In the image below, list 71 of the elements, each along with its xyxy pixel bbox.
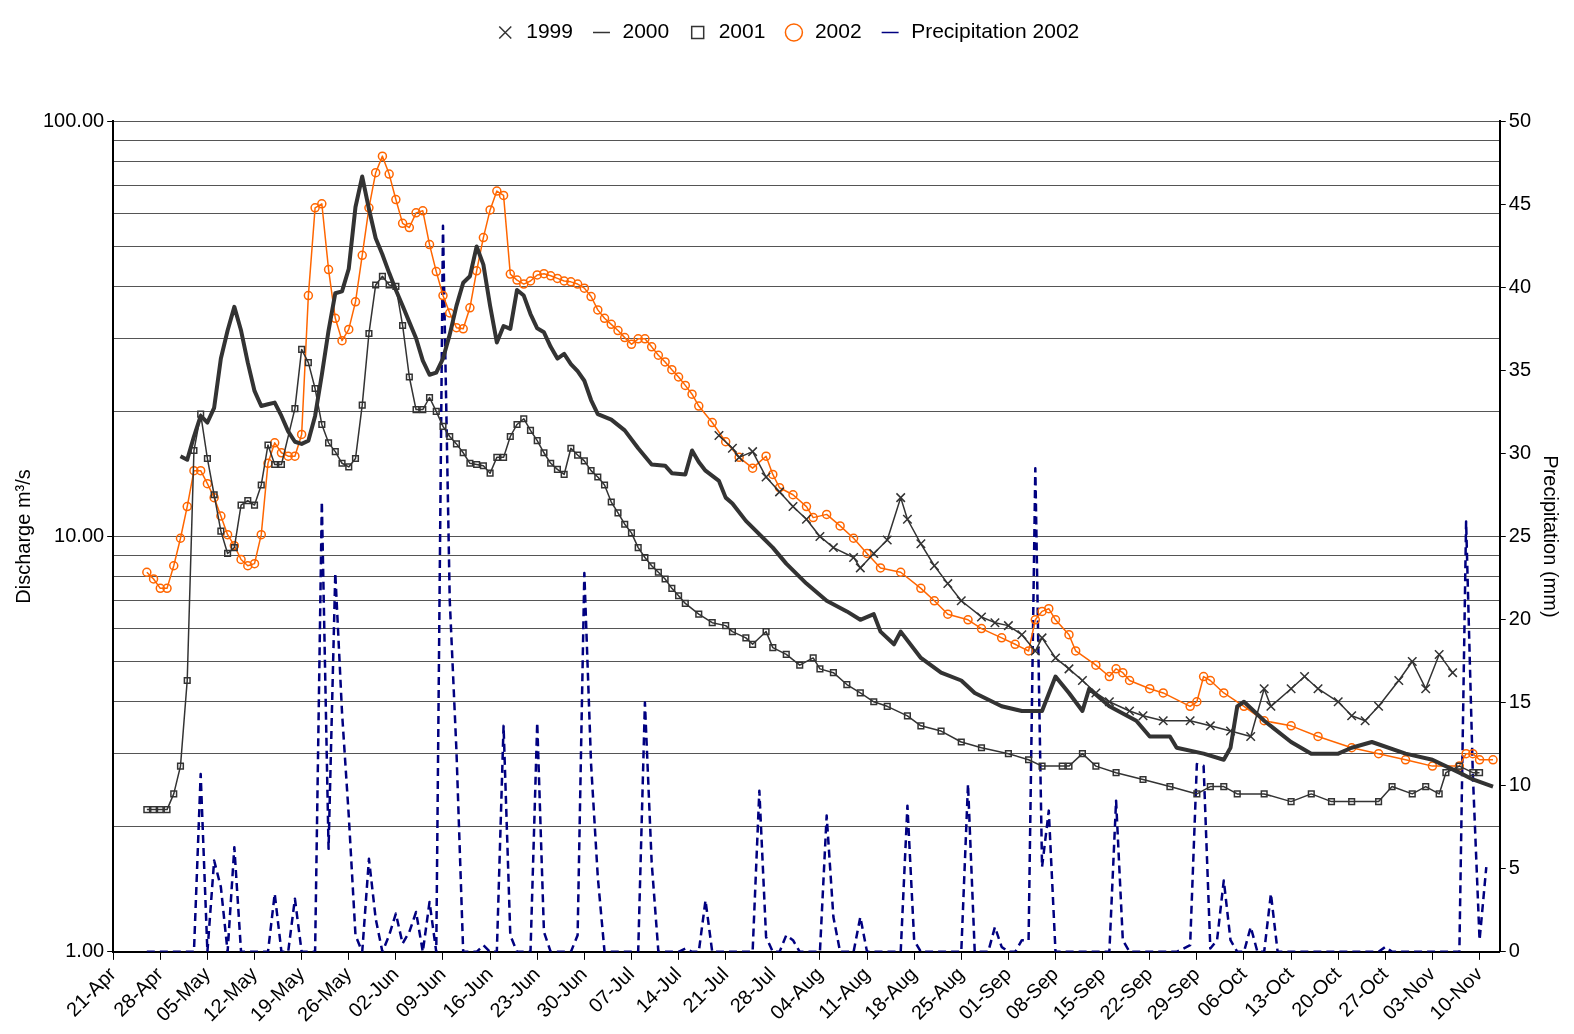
point: [713, 430, 724, 441]
point: [1434, 649, 1445, 660]
point: [1333, 696, 1344, 707]
point: [788, 501, 798, 512]
point: [942, 578, 953, 589]
point: [1245, 731, 1256, 742]
point: [1077, 675, 1088, 686]
legend-label: 2000: [622, 19, 670, 43]
point: [828, 542, 839, 553]
point: [902, 514, 913, 525]
point: [882, 535, 893, 546]
y2-tick-label: 5: [1508, 856, 1520, 879]
point: [761, 472, 772, 483]
legend-label: 2001: [718, 19, 766, 43]
y2-axis-title: Precipitation (mm): [1540, 455, 1563, 618]
point: [848, 552, 859, 563]
point: [1407, 656, 1418, 667]
point: [1286, 683, 1297, 694]
point: [976, 611, 987, 622]
y2-tick-label: 50: [1508, 108, 1531, 131]
point: [956, 595, 967, 606]
legend-label: 2002: [814, 19, 862, 43]
y-tick-label: 100.00: [43, 108, 105, 131]
point: [895, 492, 906, 503]
point: [727, 443, 738, 454]
point: [868, 548, 879, 559]
point: [801, 514, 812, 525]
legend-label: Precipitation 2002: [911, 19, 1080, 43]
point: [915, 538, 926, 549]
y2-tick-label: 30: [1508, 440, 1531, 463]
point: [1313, 683, 1324, 694]
point: [1360, 715, 1371, 726]
y-tick-label: 1.00: [65, 939, 105, 962]
point: [1124, 706, 1135, 716]
point: [1346, 710, 1357, 721]
point: [1003, 620, 1014, 631]
point: [814, 531, 825, 542]
point: [1259, 683, 1270, 694]
point: [1447, 667, 1458, 678]
point: [747, 446, 758, 457]
y2-tick-label: 10: [1508, 773, 1531, 796]
y2-tick-label: 40: [1508, 274, 1531, 297]
point: [1393, 675, 1404, 686]
point: [1420, 683, 1431, 694]
point: [855, 562, 866, 573]
point: [1050, 652, 1061, 663]
y2-tick-label: 20: [1508, 607, 1531, 630]
point: [1138, 710, 1149, 721]
point: [929, 560, 940, 571]
point: [1299, 671, 1310, 682]
point: [1185, 715, 1196, 726]
y2-tick-label: 15: [1508, 690, 1531, 713]
y2-tick-label: 45: [1508, 191, 1531, 214]
y-tick-label: 10.00: [54, 523, 105, 546]
point: [1158, 715, 1169, 726]
point: [1016, 629, 1027, 640]
point: [989, 617, 1000, 628]
point: [1225, 726, 1236, 737]
y2-tick-label: 0: [1508, 939, 1520, 962]
point: [1063, 663, 1074, 674]
point: [1373, 701, 1384, 712]
y2-tick-label: 35: [1508, 357, 1531, 380]
legend-label: 1999: [526, 19, 573, 43]
point: [1104, 696, 1115, 707]
point: [1037, 632, 1048, 643]
y-axis-title: Discharge m³/s: [11, 469, 34, 604]
point: [774, 486, 785, 497]
point: [1030, 645, 1041, 656]
y2-tick-label: 25: [1508, 523, 1531, 546]
point: [1205, 720, 1216, 731]
point: [1265, 701, 1276, 712]
